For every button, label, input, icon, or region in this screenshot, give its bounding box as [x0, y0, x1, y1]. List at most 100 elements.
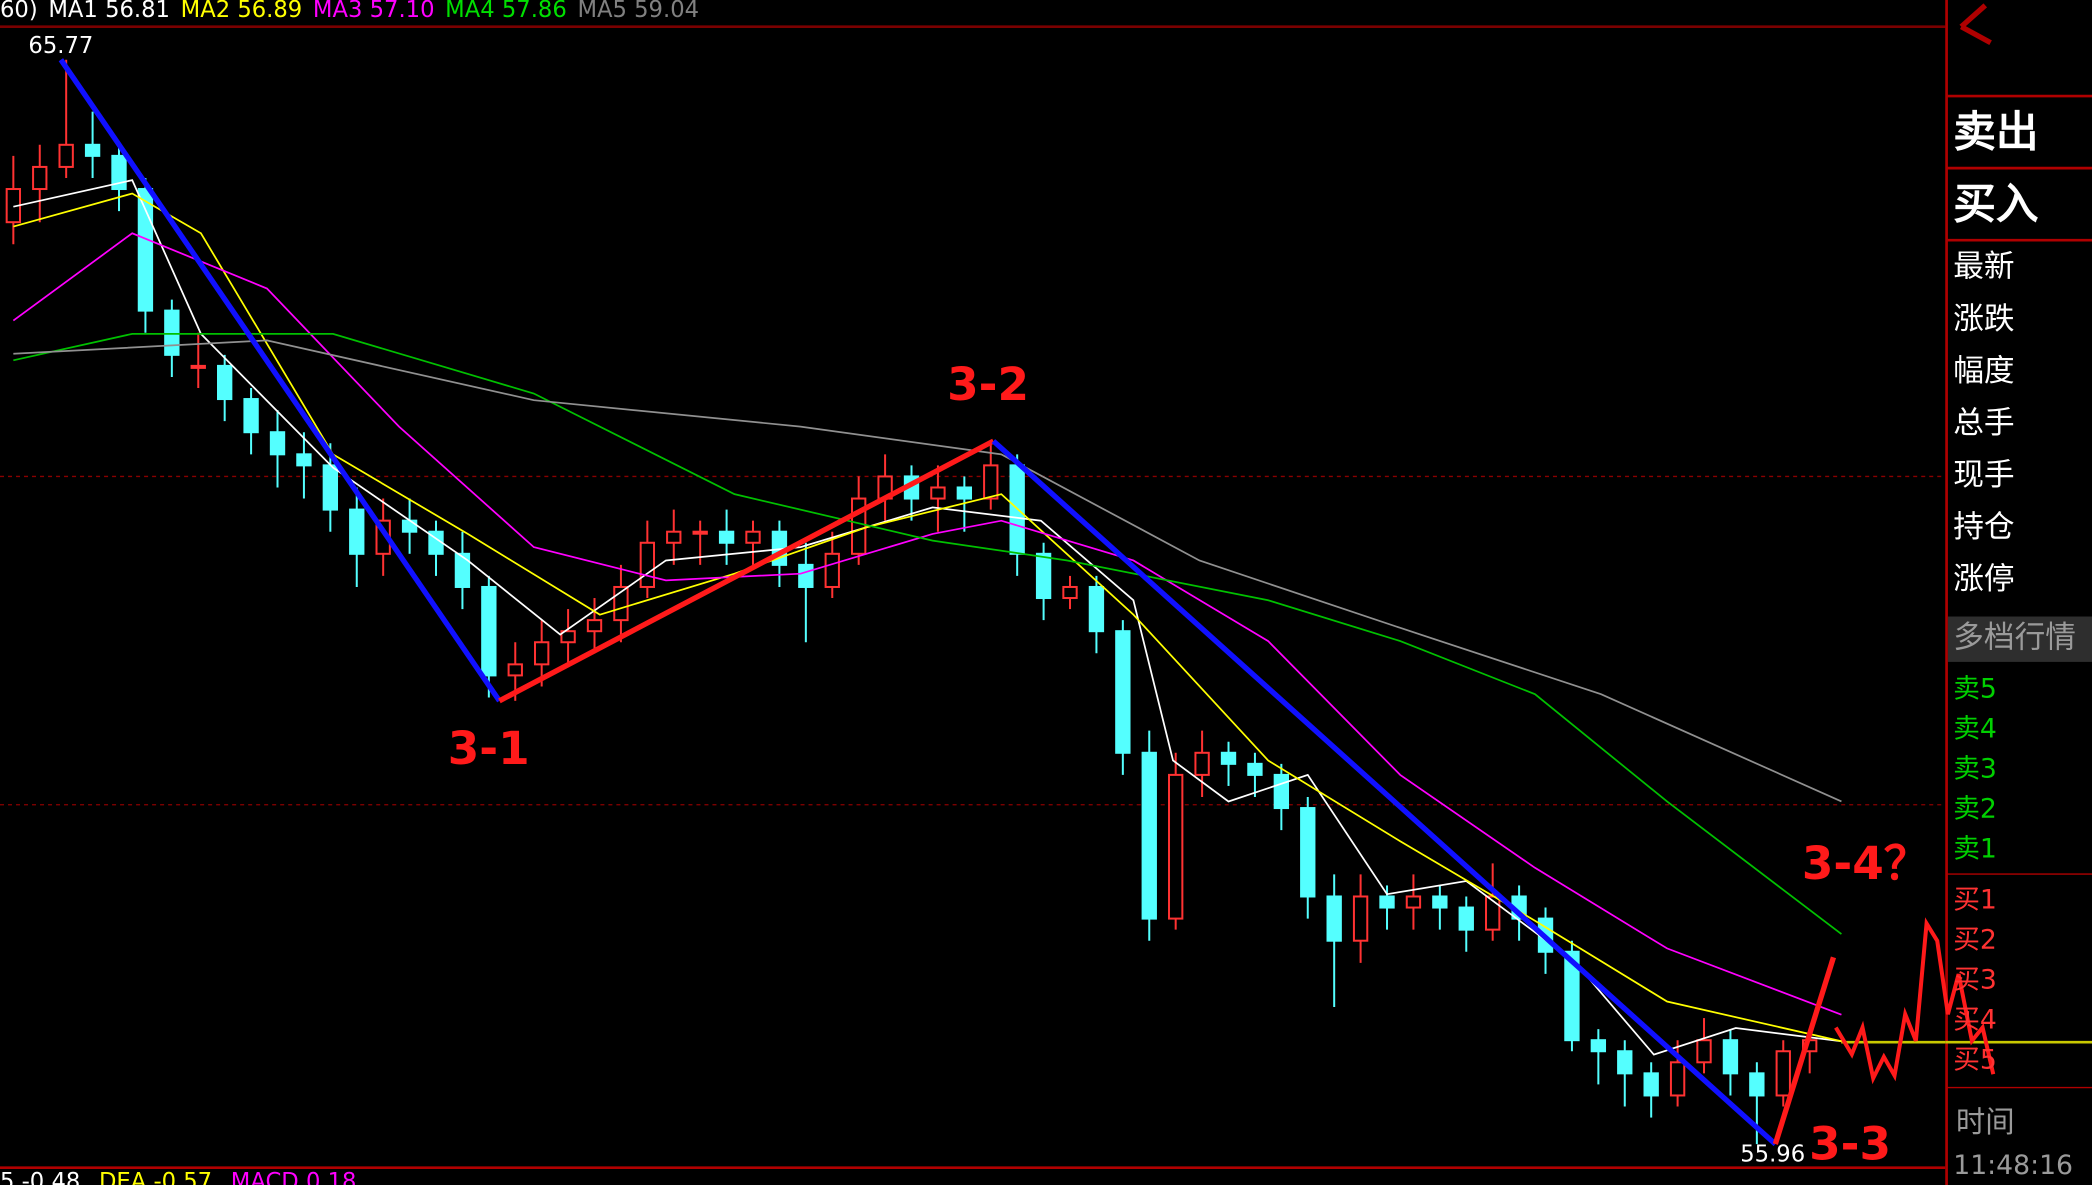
candle-body	[1326, 895, 1342, 942]
candle-body	[745, 530, 761, 544]
candle-body	[58, 143, 74, 168]
candle-body	[1247, 762, 1263, 776]
candle-body	[956, 486, 973, 500]
candle-body	[692, 530, 708, 535]
bid-level: 买1	[1953, 884, 1997, 915]
candle-body	[454, 552, 471, 588]
trend-line	[498, 438, 995, 704]
candle-body	[983, 464, 999, 500]
candle-body	[560, 630, 576, 644]
ask-level: 卖2	[1953, 794, 1997, 825]
candle-body	[1617, 1050, 1633, 1075]
candle-body	[322, 464, 339, 511]
candle-body	[296, 453, 312, 467]
trend-line	[1772, 956, 1837, 1145]
sell-button[interactable]: 卖出	[1953, 107, 2038, 157]
candle-body	[1300, 807, 1316, 898]
candle-body	[1141, 751, 1157, 920]
candle-body	[718, 530, 735, 544]
candle-body	[639, 541, 656, 588]
wave-label: 3-1	[448, 722, 530, 775]
quote-field: 幅度	[1953, 354, 2014, 389]
high-label: 65.77	[28, 33, 93, 59]
moving-average	[13, 333, 1842, 935]
ask-level: 卖1	[1953, 834, 1997, 865]
candle-body	[1696, 1039, 1712, 1064]
quote-field: 总手	[1953, 406, 2014, 441]
candle-body	[1775, 1050, 1791, 1097]
wave-label: 3-3	[1809, 1117, 1891, 1170]
wave-label: 3-2	[947, 358, 1029, 411]
low-label: 55.96	[1740, 1141, 1805, 1167]
depth-title[interactable]: 多档行情	[1953, 621, 2076, 656]
candle-body	[111, 154, 127, 191]
candle-body	[1220, 751, 1237, 765]
ask-level: 卖3	[1953, 753, 1997, 784]
candle-body	[1273, 773, 1290, 810]
bid-level: 买3	[1953, 964, 1997, 995]
candle-body	[1722, 1039, 1739, 1075]
candle-body	[666, 530, 682, 544]
buy-button[interactable]: 买入	[1953, 179, 2039, 229]
ma-legend: MA4 57.86	[445, 0, 567, 23]
trade-panel: 卖出 买入 多档行情 时间 11:48:16	[1946, 94, 2092, 1181]
candle-body	[1564, 950, 1580, 1042]
time-label: 时间	[1956, 1105, 2015, 1139]
candle-body	[534, 641, 550, 666]
back-arrow[interactable]	[1959, 3, 1992, 46]
candle-body	[1749, 1072, 1765, 1097]
time-value: 11:48:16	[1953, 1150, 2073, 1181]
ma-legend: MA3 57.10	[313, 0, 435, 23]
ask-level: 卖5	[1953, 673, 1997, 704]
candle-body	[1194, 751, 1210, 776]
candle-body	[1088, 585, 1105, 633]
bid-level: 买2	[1953, 924, 1997, 955]
candle-body	[1379, 895, 1395, 909]
candle-body	[1669, 1061, 1686, 1097]
candle-body	[930, 486, 946, 500]
ma-legend: 60)	[0, 0, 38, 23]
bid-level: 买4	[1953, 1004, 1997, 1035]
candle-body	[1352, 895, 1369, 942]
quote-field: 涨停	[1953, 562, 2014, 597]
candle-body	[401, 519, 418, 533]
quote-field: 涨跌	[1953, 302, 2014, 337]
candle-body	[1115, 630, 1131, 754]
ma-legend: MA1 56.81	[48, 0, 170, 23]
candle-body	[507, 663, 523, 677]
candle-body	[217, 364, 233, 401]
candle-body	[824, 552, 840, 588]
depth-header-bg	[1947, 616, 2092, 662]
candle-body	[243, 398, 259, 434]
candle-body	[1590, 1039, 1607, 1053]
candle-body	[1458, 906, 1474, 931]
candle-body	[1035, 552, 1052, 600]
quote-field: 最新	[1953, 250, 2014, 285]
candle-body	[481, 585, 497, 677]
candle-body	[586, 619, 603, 633]
macd-legend: 5 -0.48	[0, 1169, 80, 1185]
candle-body	[84, 143, 101, 157]
moving-average	[13, 192, 1842, 1043]
candle-body	[137, 188, 154, 312]
trend-line	[58, 58, 502, 703]
moving-average	[13, 339, 1842, 803]
macd-legend: MACD 0.18	[231, 1169, 357, 1185]
trend-line	[991, 439, 1778, 1147]
candle-body	[269, 431, 286, 456]
macd-legend: DEA -0.57	[99, 1169, 212, 1185]
candle-body	[1062, 585, 1078, 600]
ask-level: 卖4	[1953, 713, 1997, 744]
quote-field: 现手	[1953, 458, 2014, 493]
forecast-zigzag	[1834, 917, 1996, 1085]
candle-body	[798, 563, 814, 588]
ma-legend: MA2 56.89	[181, 0, 303, 23]
wave-label: 3-4？	[1802, 837, 1929, 890]
candle-body	[1643, 1072, 1659, 1097]
candle-body	[1168, 773, 1184, 920]
quote-field: 持仓	[1953, 510, 2014, 545]
candle-body	[164, 309, 180, 356]
ma-legend: MA5 59.04	[577, 0, 699, 23]
